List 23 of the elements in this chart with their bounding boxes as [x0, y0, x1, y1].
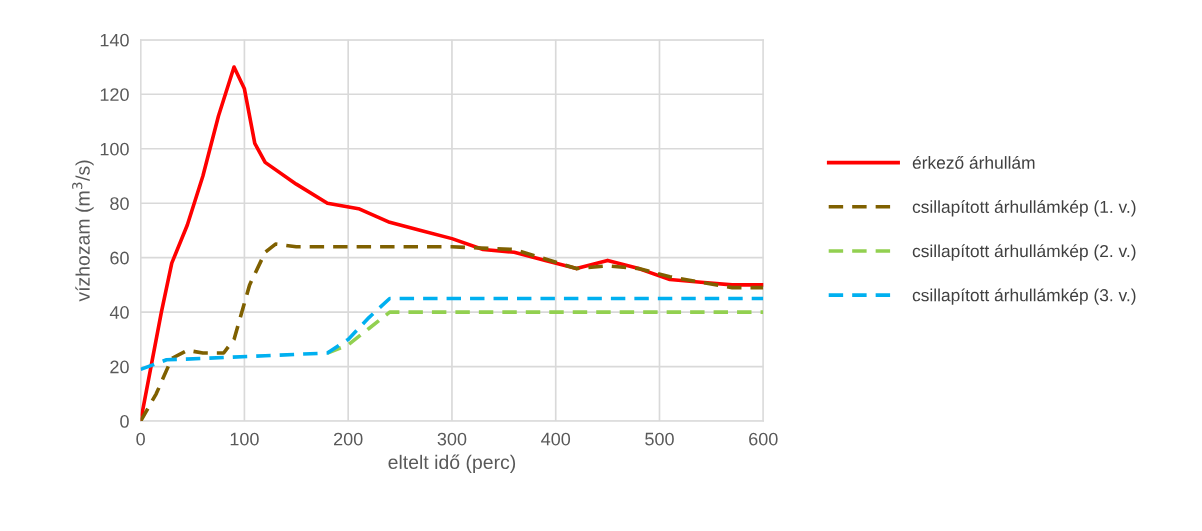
y-tick-label: 40 [109, 306, 129, 319]
y-tick-label: 0 [120, 415, 129, 428]
x-tick-label: 100 [230, 432, 259, 446]
y-tick-label: 20 [110, 360, 129, 374]
y-tick-label: 120 [100, 88, 129, 102]
x-tick-label: 600 [749, 432, 778, 446]
y-tick-label: 60 [110, 251, 129, 265]
x-tick-label: 400 [541, 432, 571, 446]
y-axis-title: vízhozam (m$^{3}$/s) [72, 160, 94, 302]
legend-label: csillapított árhullámkép (2. v.) [912, 244, 1136, 261]
legend-label: érkező árhullám [912, 155, 1035, 169]
line-series [140, 296, 764, 372]
y-tick-label: 100 [100, 142, 129, 156]
line-series [325, 310, 764, 355]
x-tick-label: 200 [334, 432, 363, 446]
x-tick-label: 0 [136, 432, 145, 446]
x-tick-label: 500 [645, 432, 674, 446]
y-tick-label: 140 [100, 33, 129, 47]
legend-label: csillapított árhullámkép (1. v.) [912, 200, 1136, 217]
legend-label: csillapított árhullámkép (3. v.) [912, 288, 1136, 305]
x-tick-label: 300 [437, 432, 467, 446]
x-axis-title: eltelt idő (perc) [388, 454, 516, 473]
y-tick-label: 80 [110, 197, 129, 210]
